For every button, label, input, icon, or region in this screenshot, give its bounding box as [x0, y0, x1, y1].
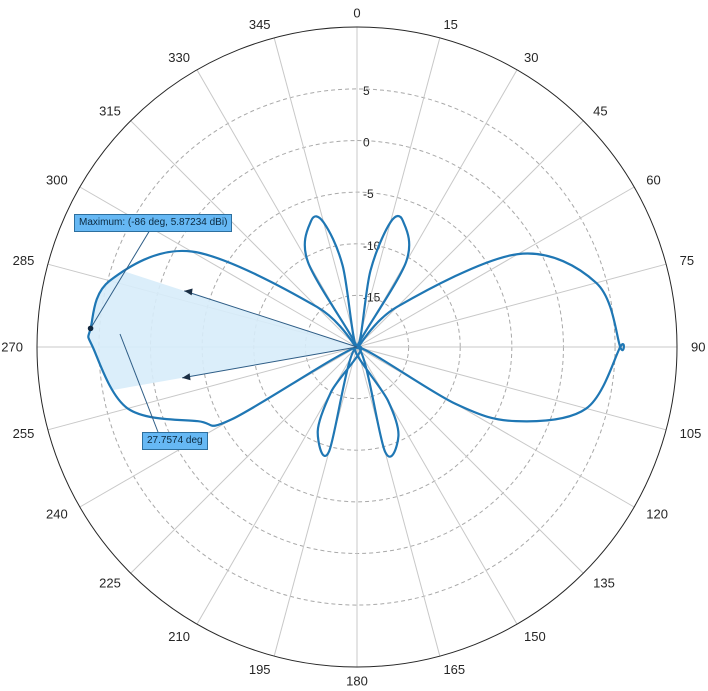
theta-gridline — [356, 37, 441, 348]
theta-tick-label: 285 — [13, 253, 35, 268]
theta-tick-label: 120 — [646, 507, 668, 522]
theta-tick-label: 270 — [1, 340, 23, 355]
theta-gridline — [356, 263, 667, 348]
theta-gridline — [47, 346, 358, 431]
angle-label-layer: 0 15 30 45 60 75 90 105 120 135 150 165 180 195 210 225… — [1, 6, 705, 689]
r-tick-label: -10 — [363, 239, 381, 253]
theta-gridline — [130, 346, 358, 574]
outer-boundary — [36, 26, 678, 668]
marker-layer — [87, 229, 358, 433]
beam-edge-arrow — [184, 288, 193, 296]
theta-tick-label: 135 — [593, 576, 615, 591]
theta-gridline — [79, 186, 358, 348]
beamwidth-layer — [88, 241, 357, 407]
theta-tick-label: 225 — [99, 576, 121, 591]
theta-tick-label: 105 — [680, 426, 702, 441]
theta-tick-label: 240 — [46, 507, 68, 522]
theta-tick-label: 150 — [524, 629, 546, 644]
beamwidth-fill — [88, 241, 357, 407]
beamwidth-leader — [119, 333, 159, 433]
theta-gridline — [273, 346, 358, 657]
r-label-layer: 50-5-10-15 — [363, 84, 381, 304]
r-tick-label: 0 — [363, 136, 370, 150]
theta-gridline — [356, 120, 584, 348]
theta-gridline — [356, 346, 441, 657]
r-tick-label: 5 — [363, 84, 370, 98]
theta-tick-label: 300 — [46, 173, 68, 188]
theta-tick-label: 60 — [646, 173, 660, 188]
theta-tick-label: 0 — [353, 6, 360, 21]
theta-tick-label: 315 — [99, 103, 121, 118]
theta-gridline — [356, 346, 667, 431]
maximum-callout[interactable]: Maximum: (-86 deg, 5.87234 dBi) — [74, 214, 233, 232]
beamwidth-callout[interactable]: 27.7574 deg — [142, 432, 208, 450]
beam-edge-line — [182, 346, 358, 379]
theta-gridline — [356, 346, 584, 574]
maximum-point — [87, 325, 94, 332]
theta-tick-label: 75 — [680, 253, 694, 268]
theta-tick-label: 90 — [691, 340, 705, 355]
beam-edge-arrow — [182, 373, 191, 381]
beam-edge-line — [184, 290, 358, 348]
theta-tick-label: 210 — [168, 629, 190, 644]
theta-tick-label: 30 — [524, 50, 538, 65]
theta-tick-label: 195 — [249, 662, 271, 677]
theta-gridline — [356, 186, 635, 348]
theta-tick-label: 15 — [443, 17, 457, 32]
theta-tick-label: 180 — [346, 674, 368, 689]
maximum-leader — [90, 229, 151, 329]
theta-tick-label: 255 — [13, 426, 35, 441]
theta-tick-label: 345 — [249, 17, 271, 32]
theta-gridline — [273, 37, 358, 348]
theta-tick-label: 45 — [593, 103, 607, 118]
r-tick-label: -5 — [363, 187, 374, 201]
theta-tick-label: 330 — [168, 50, 190, 65]
theta-tick-label: 165 — [443, 662, 465, 677]
